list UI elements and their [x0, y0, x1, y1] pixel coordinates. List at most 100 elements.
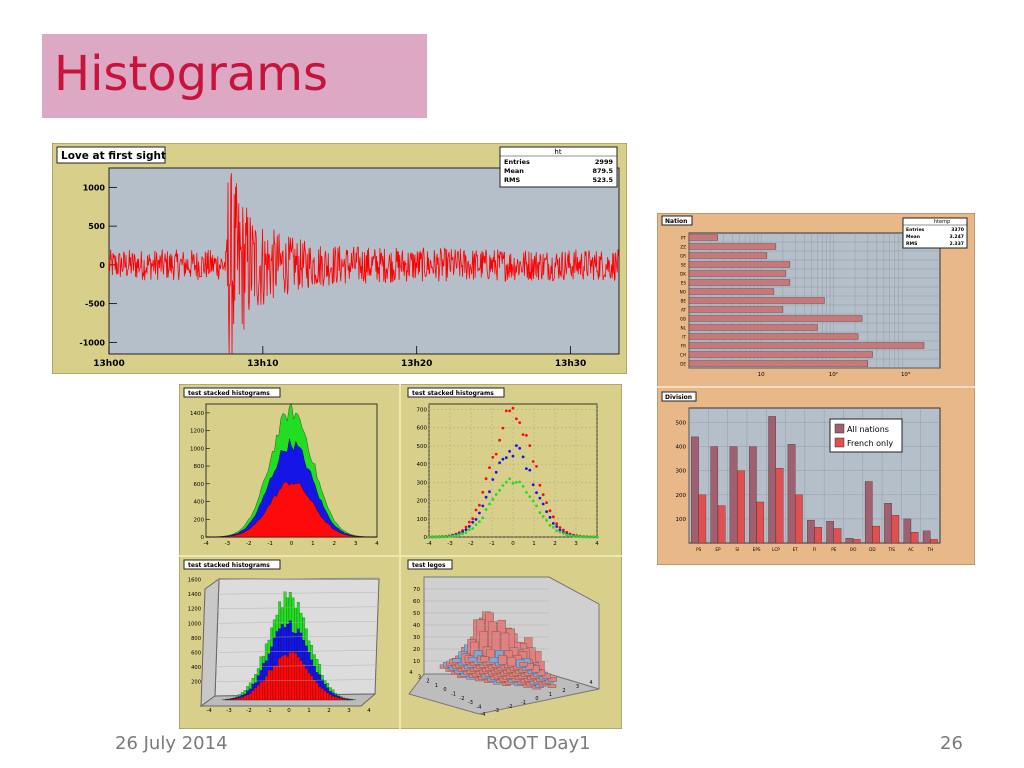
x-tick-label: 0: [511, 541, 515, 547]
point-blue: [525, 467, 528, 470]
point-blue: [548, 516, 552, 519]
stats-name: ht: [554, 148, 561, 156]
point-green: [498, 488, 501, 492]
x-tick-label: -3: [447, 541, 453, 547]
point-blue: [518, 446, 522, 450]
point-green: [444, 535, 448, 539]
pad-division: PS EP SI EPS LCP ET FI PE OO DD TIS AC TH 500 400 300 2…: [661, 391, 941, 552]
bar-all-nations: [729, 446, 738, 544]
point-red: [491, 455, 495, 459]
category-label: DK: [680, 271, 686, 276]
point-red: [474, 508, 478, 512]
y-tick-label: 200: [417, 499, 428, 505]
y-tick-label: 2: [562, 688, 565, 694]
point-green: [447, 535, 451, 538]
point-green: [575, 535, 579, 538]
nation-bar: [688, 279, 791, 286]
grid-line: [214, 635, 380, 639]
grid-line: [214, 664, 380, 668]
nation-bar: [688, 351, 873, 358]
x-tick-label: 0: [290, 541, 294, 547]
point-blue: [541, 502, 545, 506]
x-tick-label: 1: [307, 708, 311, 714]
point-blue: [501, 457, 505, 461]
y-tick-label: 400: [417, 462, 428, 468]
bar-french-only: [852, 539, 861, 544]
chart-title: test legos: [412, 562, 446, 569]
category-label: GB: [680, 316, 686, 321]
lego-red: [238, 697, 242, 701]
y-tick-label: -2: [508, 704, 513, 710]
x-tick-label: 4: [375, 541, 379, 547]
y-tick-label: 4: [589, 680, 592, 686]
x-tick-label: 4: [595, 541, 599, 547]
point-blue: [528, 468, 532, 472]
title-box: [661, 391, 697, 402]
point-red: [467, 520, 471, 524]
y-tick-label: 0: [201, 535, 205, 541]
point-red: [501, 426, 505, 430]
lego-red: [248, 693, 252, 701]
lego-red: [294, 653, 298, 701]
x-tick-label: 10: [758, 372, 765, 378]
y-tick-label: 500: [88, 222, 105, 231]
category-label: PS: [696, 547, 702, 552]
y-tick-label: 400: [676, 445, 687, 451]
point-green: [474, 523, 478, 527]
title-box: [183, 559, 281, 570]
point-green: [551, 525, 555, 529]
signal-histogram-canvas: 1000 500 0 -500 -1000 13h00 13h10 13h20 13h30 L…: [52, 143, 627, 374]
lego-red: [323, 690, 327, 701]
x-tick-label: 13h10: [247, 359, 278, 369]
x-tick-label: -2: [468, 541, 473, 547]
x-tick-label: 4: [409, 670, 412, 676]
stats-label: RMS: [906, 241, 917, 247]
point-red: [488, 466, 491, 469]
point-green: [434, 535, 438, 539]
x-tick-label: -1: [489, 541, 494, 547]
footer-center: ROOT Day1: [486, 733, 591, 754]
point-blue: [515, 444, 518, 447]
lego-bar-red: [548, 677, 557, 682]
x-tick-label: 3: [418, 674, 421, 680]
nation-bar: [688, 288, 775, 295]
point-green: [535, 504, 538, 508]
plot-area: [428, 403, 598, 538]
y-tick-label: 1000: [190, 446, 204, 452]
point-green: [582, 535, 585, 539]
y-tick-label: 600: [194, 482, 205, 488]
point-green: [558, 530, 562, 534]
category-label: EPS: [753, 547, 761, 552]
category-label: ZZ: [680, 244, 686, 249]
point-green: [548, 523, 552, 527]
point-red: [545, 501, 548, 504]
x-tick-label: -4: [203, 541, 209, 547]
y-tick-label: 0: [424, 535, 428, 541]
x-tick-label: 1: [435, 683, 438, 689]
y-tick-label: 800: [191, 636, 201, 642]
lego-red: [270, 670, 274, 701]
chart-title: test stacked histograms: [188, 562, 270, 569]
stats-label: RMS: [504, 176, 520, 184]
lego-red: [264, 676, 268, 701]
lego-red: [267, 669, 271, 701]
point-green: [518, 480, 522, 484]
lego-red: [254, 687, 258, 701]
nation-bar: [688, 315, 863, 322]
category-label: DD: [869, 547, 875, 552]
point-red: [498, 438, 501, 442]
bar-french-only: [756, 501, 765, 544]
lego-red: [278, 658, 282, 701]
point-blue: [488, 490, 491, 494]
point-red: [504, 409, 508, 413]
lego-red: [240, 697, 244, 701]
title-box: Histograms: [42, 34, 427, 118]
lego-red: [283, 654, 287, 701]
category-label: PT: [681, 235, 687, 240]
point-green: [568, 534, 572, 537]
x-tick-label: -4: [477, 704, 482, 710]
nation-bar: [688, 243, 777, 250]
lego-bar-blue: [489, 657, 498, 663]
point-blue: [538, 496, 542, 500]
lego-green: [222, 699, 226, 701]
